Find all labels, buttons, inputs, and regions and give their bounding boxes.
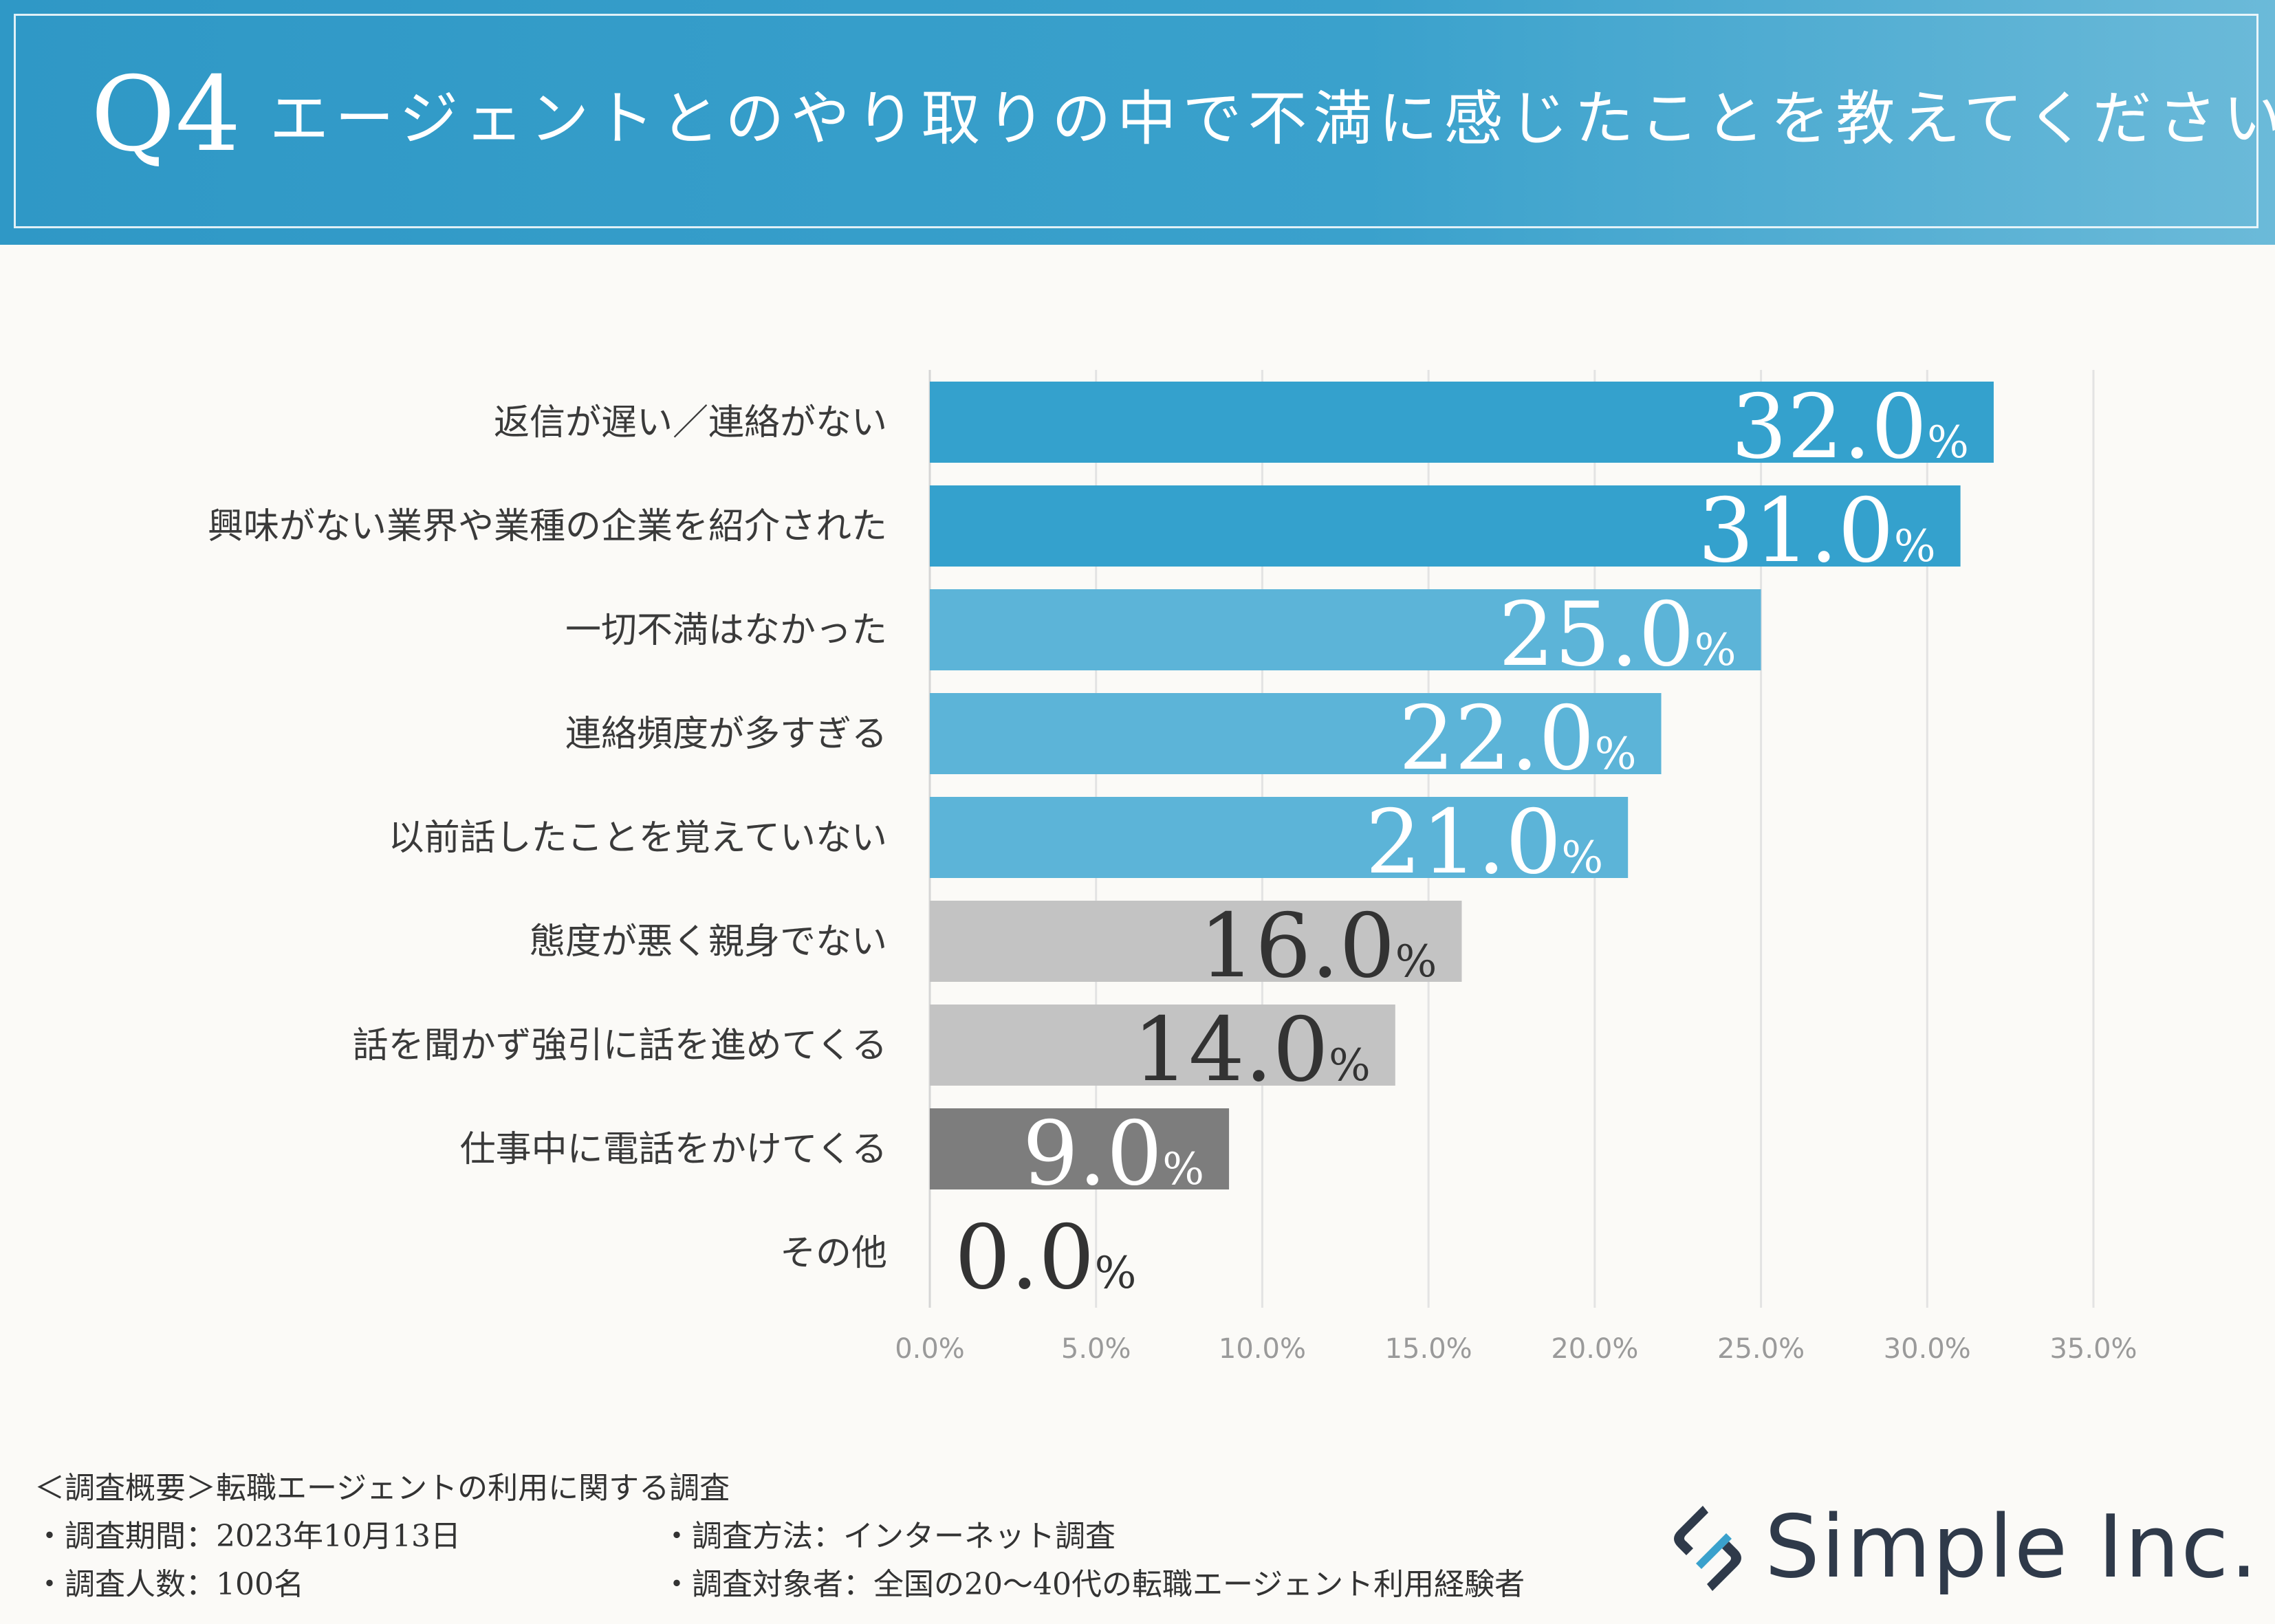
survey-period: ・調査期間：2023年10月13日 xyxy=(34,1519,461,1554)
survey-target: ・調査対象者：全国の20〜40代の転職エージェント利用経験者 xyxy=(662,1567,1525,1602)
x-tick-label: 10.0% xyxy=(1219,1333,1306,1365)
bar xyxy=(930,382,1994,463)
x-tick-label: 20.0% xyxy=(1551,1333,1638,1365)
logo-mark-icon xyxy=(1674,1506,1741,1591)
category-label: 連絡頻度が多すぎる xyxy=(565,714,887,755)
bar xyxy=(930,797,1629,878)
bar xyxy=(930,485,1961,567)
value-label: 32.0% xyxy=(1731,376,1969,479)
x-tick-label: 25.0% xyxy=(1717,1333,1805,1365)
bar xyxy=(930,693,1662,774)
survey-count: ・調査人数：100名 xyxy=(34,1567,304,1602)
value-label: 0.0% xyxy=(955,1207,1136,1309)
company-logo: Simple Inc. xyxy=(1663,1496,2258,1597)
category-label: その他 xyxy=(780,1233,887,1274)
header-banner: Q4 エージェントとのやり取りの中で不満に感じたことを教えてください xyxy=(0,0,2275,245)
survey-method: ・調査方法：インターネット調査 xyxy=(662,1519,1115,1554)
category-label: 興味がない業界や業種の企業を紹介された xyxy=(208,506,887,547)
bar xyxy=(930,901,1462,982)
category-label: 態度が悪く親身でない xyxy=(530,921,887,963)
value-label: 22.0% xyxy=(1399,688,1637,790)
x-tick-label: 5.0% xyxy=(1061,1333,1131,1365)
value-label: 9.0% xyxy=(1023,1103,1204,1205)
category-label: 返信が遅い／連絡がない xyxy=(494,402,887,443)
logo-text: Simple Inc. xyxy=(1765,1496,2259,1597)
bars: 32.0%31.0%25.0%22.0%21.0%16.0%14.0%9.0%0… xyxy=(930,376,1994,1309)
bar xyxy=(930,1005,1395,1086)
value-label: 14.0% xyxy=(1133,999,1371,1101)
value-label: 21.0% xyxy=(1365,791,1603,894)
category-labels: 返信が遅い／連絡がない興味がない業界や業種の企業を紹介された一切不満はなかった連… xyxy=(208,402,887,1274)
question-number: Q4 xyxy=(91,55,241,175)
header-frame xyxy=(14,14,2258,228)
bar xyxy=(930,589,1761,670)
survey-overview: ＜調査概要＞転職エージェントの利用に関する調査 xyxy=(34,1471,730,1506)
x-tick-label: 30.0% xyxy=(1884,1333,1971,1365)
x-tick-labels: 0.0% 5.0% 10.0% 15.0% 20.0% 25.0% 30.0% 35.0% xyxy=(895,1333,2137,1365)
value-label: 25.0% xyxy=(1499,584,1737,686)
x-tick-label: 15.0% xyxy=(1385,1333,1472,1365)
bar xyxy=(930,1108,1230,1189)
survey-footer: ＜調査概要＞転職エージェントの利用に関する調査 ・調査期間：2023年10月13… xyxy=(34,1464,1525,1609)
category-label: 以前話したことを覚えていない xyxy=(389,818,887,859)
category-label: 仕事中に電話をかけてくる xyxy=(460,1129,887,1170)
question-title: エージェントとのやり取りの中で不満に感じたことを教えてください xyxy=(270,85,2275,153)
category-label: 話を聞かず強引に話を進めてくる xyxy=(353,1025,887,1066)
value-label: 16.0% xyxy=(1199,895,1437,998)
category-label: 一切不満はなかった xyxy=(565,610,887,651)
x-tick-label: 35.0% xyxy=(2049,1333,2137,1365)
value-label: 31.0% xyxy=(1698,480,1936,582)
x-tick-label: 0.0% xyxy=(895,1333,965,1365)
